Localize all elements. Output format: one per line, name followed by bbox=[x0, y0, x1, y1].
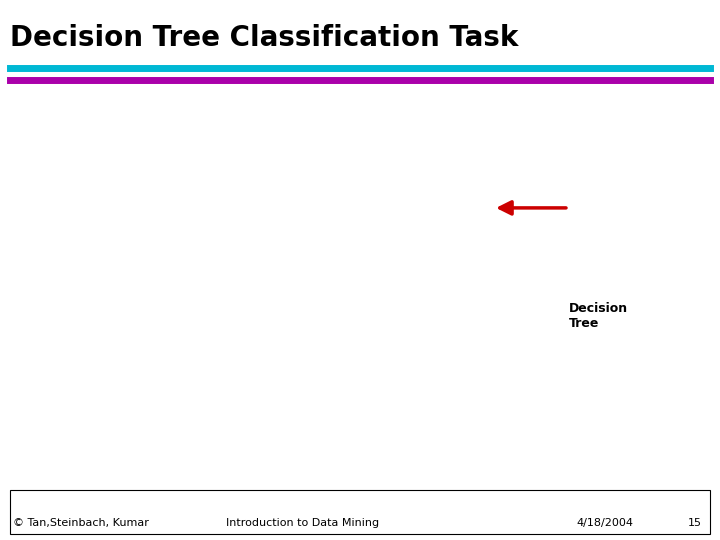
Text: © Tan,Steinbach, Kumar: © Tan,Steinbach, Kumar bbox=[13, 518, 149, 528]
Text: 4/18/2004: 4/18/2004 bbox=[576, 518, 633, 528]
Text: Decision
Tree: Decision Tree bbox=[569, 302, 628, 330]
Text: Introduction to Data Mining: Introduction to Data Mining bbox=[226, 518, 379, 528]
Text: Decision Tree Classification Task: Decision Tree Classification Task bbox=[10, 24, 518, 52]
Text: 15: 15 bbox=[688, 518, 702, 528]
